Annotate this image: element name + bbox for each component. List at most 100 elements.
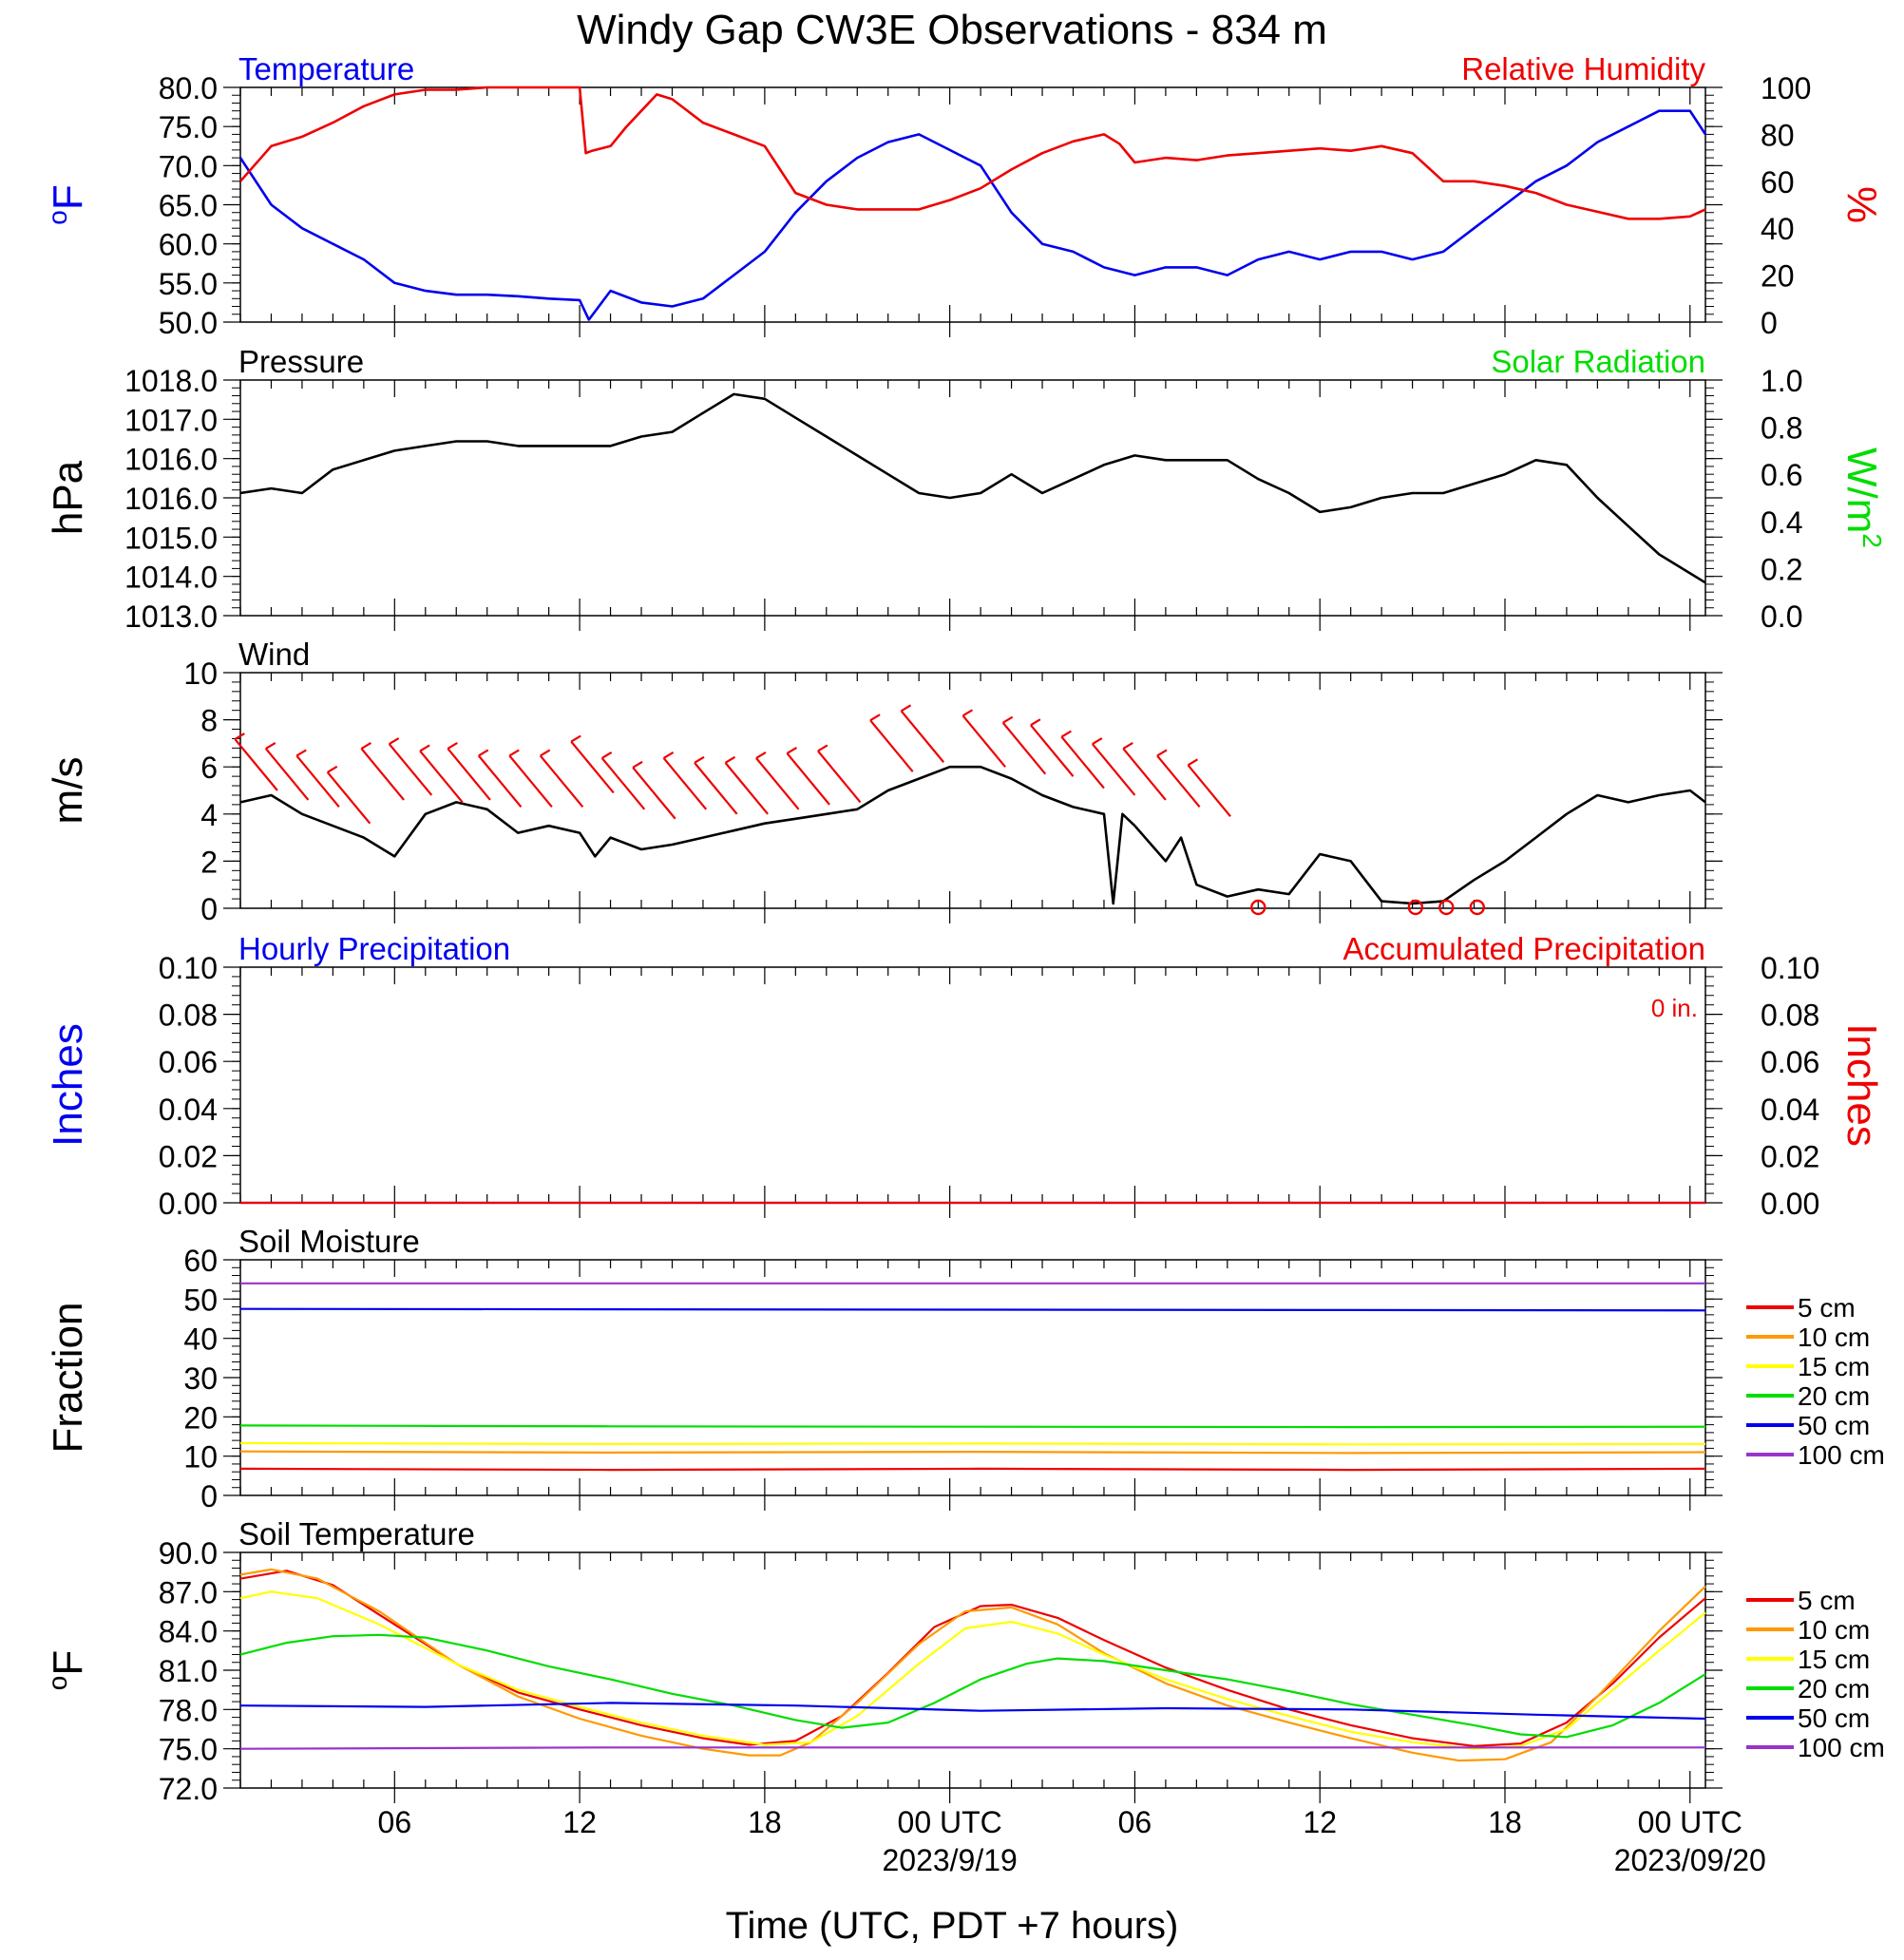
wind-barb-flag [694, 755, 705, 764]
y-tick-label-left: 50 [183, 1283, 218, 1317]
wind-barb-staff [694, 762, 738, 815]
y-tick-label-left: 84.0 [159, 1615, 218, 1649]
x-tick-label: 12 [1303, 1805, 1337, 1839]
y-axis-label-left: oF [43, 184, 91, 224]
legend-label: 5 cm [1798, 1293, 1856, 1323]
wind-barb-flag [447, 742, 458, 750]
wind-barb-staff [962, 714, 1006, 768]
y-tick-label-right: 40 [1761, 212, 1795, 246]
series-line-1 [239, 86, 1706, 220]
y-tick-label-left: 10 [183, 1440, 218, 1475]
degree-symbol: o [43, 210, 72, 225]
wind-barb-flag [900, 704, 912, 713]
wind-barb-staff [570, 740, 615, 794]
y-tick-label-left: 75.0 [159, 1733, 218, 1767]
wind-barb-flag [817, 744, 828, 752]
wind-barb-staff [632, 767, 676, 820]
y-tick-label-right: 0.04 [1761, 1093, 1819, 1127]
wind-barb-flag [632, 760, 643, 769]
y-tick-label-left: 0.00 [159, 1187, 218, 1221]
y-tick-label-right: 80 [1761, 118, 1795, 152]
y-tick-label-left: 65.0 [159, 189, 218, 223]
legend-label: 10 cm [1798, 1615, 1870, 1645]
y-axis-label-left: Fraction [45, 1303, 91, 1454]
y-tick-label-left: 1017.0 [124, 403, 218, 437]
wind-barb-staff [477, 754, 523, 809]
legend-label: 100 cm [1798, 1440, 1885, 1470]
y-tick-label-left: 81.0 [159, 1654, 218, 1688]
wind-barb-staff [1187, 764, 1231, 817]
y-axis-label-left: oF [43, 1650, 91, 1690]
superscript: 2 [1857, 533, 1887, 548]
unit-letter: F [45, 184, 91, 210]
panel-title-right: Relative Humidity [1461, 51, 1705, 86]
wind-barb-staff [447, 748, 491, 801]
wind-barb-flag [295, 749, 307, 757]
legend-label: 50 cm [1798, 1703, 1870, 1733]
y-tick-label-left: 60.0 [159, 228, 218, 262]
panel-wind: 0 2 4 6 8 10 Wind m/s [45, 637, 1723, 926]
wind-barb-flag [1030, 718, 1041, 727]
calm-wind-circle [1407, 899, 1424, 916]
y-tick-label-right: 20 [1761, 259, 1795, 294]
calm-wind-circle [1438, 899, 1455, 916]
wind-barb-flag [234, 733, 245, 741]
wind-barb-flag [570, 734, 581, 743]
legend-label: 20 cm [1798, 1381, 1870, 1411]
series-line-0 [239, 765, 1706, 905]
wind-barb-staff [1001, 722, 1047, 775]
wind-barb-staff [234, 738, 278, 791]
x-tick-label: 12 [562, 1805, 597, 1839]
series-line-5-cm [239, 1467, 1706, 1472]
series-line-50-cm [239, 1307, 1706, 1312]
wind-barb-flag [962, 709, 974, 717]
x-tick-label: 00 UTC [1638, 1805, 1742, 1839]
y-tick-label-left: 0 [200, 1479, 218, 1513]
y-tick-label-left: 0.04 [159, 1093, 218, 1127]
y-tick-label-left: 50.0 [159, 306, 218, 340]
y-tick-label-left: 90.0 [159, 1536, 218, 1570]
y-tick-label-left: 1014.0 [124, 561, 218, 595]
wind-barb-staff [817, 750, 862, 804]
y-axis-label-left: hPa [45, 460, 91, 535]
series-line-15-cm [239, 1441, 1706, 1446]
y-tick-label-left: 1013.0 [124, 599, 218, 634]
y-tick-label-left: 0.02 [159, 1139, 218, 1173]
wind-barb-flag [389, 737, 400, 745]
wind-barb-flag [1187, 758, 1199, 767]
chart-title: Windy Gap CW3E Observations - 834 m [577, 7, 1327, 53]
y-tick-label-right: 0 [1761, 306, 1778, 340]
y-tick-label-left: 1016.0 [124, 443, 218, 477]
wind-barb-staff [295, 754, 340, 809]
wind-barb-flag [265, 742, 276, 750]
wind-barb-flag [1092, 737, 1103, 745]
y-axis-label-right: W/m2 [1838, 447, 1887, 548]
wind-barb-flag [327, 765, 338, 773]
x-tick-label: 18 [1488, 1805, 1522, 1839]
wind-barb-staff [900, 710, 945, 763]
y-tick-label-right: 0.2 [1761, 552, 1802, 586]
wind-barb-staff [869, 719, 914, 772]
y-tick-label-left: 1015.0 [124, 521, 218, 555]
panel-title-right: Accumulated Precipitation [1342, 931, 1705, 966]
calm-wind-circle [1469, 899, 1485, 916]
wind-barb-staff [724, 762, 769, 815]
wind-barb-staff [419, 750, 464, 804]
wind-barb-staff [1030, 724, 1075, 777]
x-tick-label: 00 UTC [898, 1805, 1002, 1839]
legend-label: 50 cm [1798, 1411, 1870, 1440]
y-tick-label-right: 0.08 [1761, 999, 1819, 1033]
panel-title-left: Temperature [238, 51, 414, 86]
y-tick-label-left: 0.06 [159, 1045, 218, 1079]
wind-barb-flag [478, 749, 489, 757]
panel-title-left: Hourly Precipitation [238, 931, 510, 966]
panel-title-left: Pressure [238, 344, 364, 379]
panel-title-right: Solar Radiation [1491, 344, 1705, 379]
series-line-0 [238, 109, 1707, 321]
y-tick-label-left: 75.0 [159, 110, 218, 144]
wind-barb-staff [360, 748, 405, 801]
y-tick-label-right: 60 [1761, 165, 1795, 200]
y-tick-label-left: 0 [200, 892, 218, 926]
